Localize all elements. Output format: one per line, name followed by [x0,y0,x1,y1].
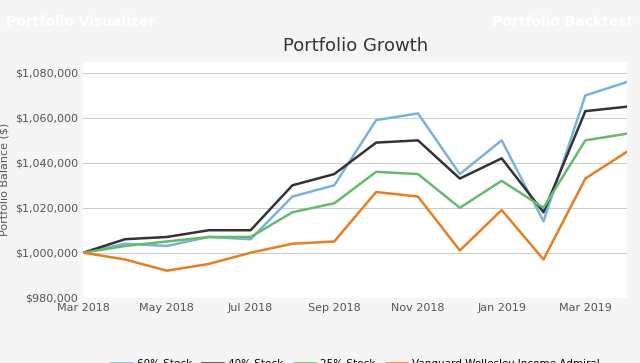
40% Stock [372,140,380,145]
60% Stock [540,219,547,224]
25% Stock [582,138,589,143]
25% Stock [163,239,171,244]
Vanguard Wellesley Income Admiral [330,239,338,244]
60% Stock [498,138,506,143]
Line: Vanguard Wellesley Income Admiral: Vanguard Wellesley Income Admiral [83,152,627,271]
40% Stock [623,105,631,109]
Vanguard Wellesley Income Admiral [121,257,129,262]
25% Stock [205,235,212,239]
25% Stock [456,205,463,210]
25% Stock [372,170,380,174]
40% Stock [163,235,171,239]
60% Stock [330,183,338,187]
Vanguard Wellesley Income Admiral [205,262,212,266]
Vanguard Wellesley Income Admiral [79,250,87,255]
60% Stock [163,244,171,248]
Vanguard Wellesley Income Admiral [582,176,589,181]
60% Stock [205,235,212,239]
40% Stock [205,228,212,232]
Vanguard Wellesley Income Admiral [163,269,171,273]
60% Stock [582,93,589,98]
60% Stock [456,172,463,176]
Legend: 60% Stock, 40% Stock, 25% Stock, Vanguard Wellesley Income Admiral: 60% Stock, 40% Stock, 25% Stock, Vanguar… [106,355,604,363]
Vanguard Wellesley Income Admiral [289,241,296,246]
25% Stock [79,250,87,255]
Vanguard Wellesley Income Admiral [456,248,463,253]
Vanguard Wellesley Income Admiral [372,190,380,194]
Line: 60% Stock: 60% Stock [83,82,627,253]
Line: 25% Stock: 25% Stock [83,134,627,253]
60% Stock [79,250,87,255]
60% Stock [121,241,129,246]
40% Stock [540,210,547,215]
25% Stock [330,201,338,205]
Text: Portfolio Backtest: Portfolio Backtest [492,15,634,29]
25% Stock [498,179,506,183]
Vanguard Wellesley Income Admiral [247,250,255,255]
40% Stock [456,176,463,181]
Title: Portfolio Growth: Portfolio Growth [283,37,428,54]
25% Stock [414,172,422,176]
Line: 40% Stock: 40% Stock [83,107,627,253]
Vanguard Wellesley Income Admiral [540,257,547,262]
40% Stock [289,183,296,187]
60% Stock [623,80,631,84]
40% Stock [582,109,589,113]
40% Stock [330,172,338,176]
25% Stock [247,235,255,239]
40% Stock [121,237,129,241]
40% Stock [79,250,87,255]
25% Stock [623,131,631,136]
40% Stock [247,228,255,232]
60% Stock [247,237,255,241]
25% Stock [289,210,296,215]
60% Stock [414,111,422,115]
25% Stock [540,205,547,210]
Vanguard Wellesley Income Admiral [498,208,506,212]
Text: Portfolio Visualizer: Portfolio Visualizer [6,15,156,29]
Y-axis label: Portfolio Balance ($): Portfolio Balance ($) [0,123,10,236]
60% Stock [372,118,380,122]
Vanguard Wellesley Income Admiral [623,150,631,154]
60% Stock [289,194,296,199]
40% Stock [498,156,506,160]
Vanguard Wellesley Income Admiral [414,194,422,199]
25% Stock [121,244,129,248]
40% Stock [414,138,422,143]
